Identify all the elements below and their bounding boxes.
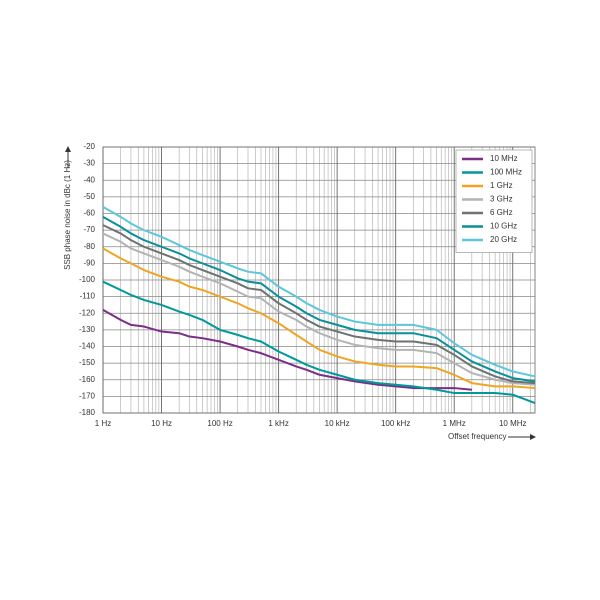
x-tick-label: 1 Hz <box>95 419 111 428</box>
y-axis-arrowhead <box>65 146 71 152</box>
series-line <box>102 215 536 383</box>
series-line <box>102 232 536 386</box>
y-tick-label: -40 <box>83 175 95 184</box>
y-tick-label: -80 <box>83 242 95 251</box>
x-tick-label: 1 MHz <box>443 419 466 428</box>
legend-label: 1 GHz <box>490 181 513 190</box>
y-tick-label: -150 <box>79 358 96 367</box>
x-axis-label: Offset frequency <box>448 432 507 441</box>
y-tick-label: -140 <box>79 342 96 351</box>
legend-box <box>455 149 533 253</box>
plot-border <box>102 146 536 414</box>
series-line <box>102 309 472 391</box>
legend-label: 6 GHz <box>490 208 513 217</box>
legend-label: 10 MHz <box>490 154 518 163</box>
x-tick-label: 1 kHz <box>268 419 288 428</box>
series-line <box>102 280 536 404</box>
x-tick-label: 100 Hz <box>207 419 232 428</box>
y-tick-label: -90 <box>83 258 95 267</box>
legend-label: 3 GHz <box>490 195 513 204</box>
x-tick-label: 10 Hz <box>151 419 172 428</box>
y-tick-label: -100 <box>79 275 96 284</box>
series-line <box>102 247 536 390</box>
x-axis-arrowhead <box>530 434 536 440</box>
y-tick-label: -170 <box>79 391 96 400</box>
series-line <box>102 224 536 385</box>
x-tick-label: 100 kHz <box>381 419 410 428</box>
legend-label: 10 GHz <box>490 222 517 231</box>
x-tick-label: 10 MHz <box>499 419 527 428</box>
y-tick-label: -130 <box>79 325 96 334</box>
y-tick-label: -30 <box>83 159 95 168</box>
y-tick-label: -20 <box>83 142 95 151</box>
y-tick-label: -60 <box>83 209 95 218</box>
y-tick-label: -50 <box>83 192 95 201</box>
y-axis-label: SSB phase noise in dBc (1 Hz) <box>63 160 72 270</box>
legend-label: 100 MHz <box>490 168 522 177</box>
y-tick-label: -120 <box>79 308 96 317</box>
y-tick-label: -160 <box>79 375 96 384</box>
series-line <box>102 205 536 378</box>
y-tick-label: -180 <box>79 408 96 417</box>
y-tick-label: -110 <box>80 292 96 301</box>
legend-label: 20 GHz <box>490 235 517 244</box>
x-tick-label: 10 kHz <box>325 419 350 428</box>
y-tick-label: -70 <box>83 225 95 234</box>
